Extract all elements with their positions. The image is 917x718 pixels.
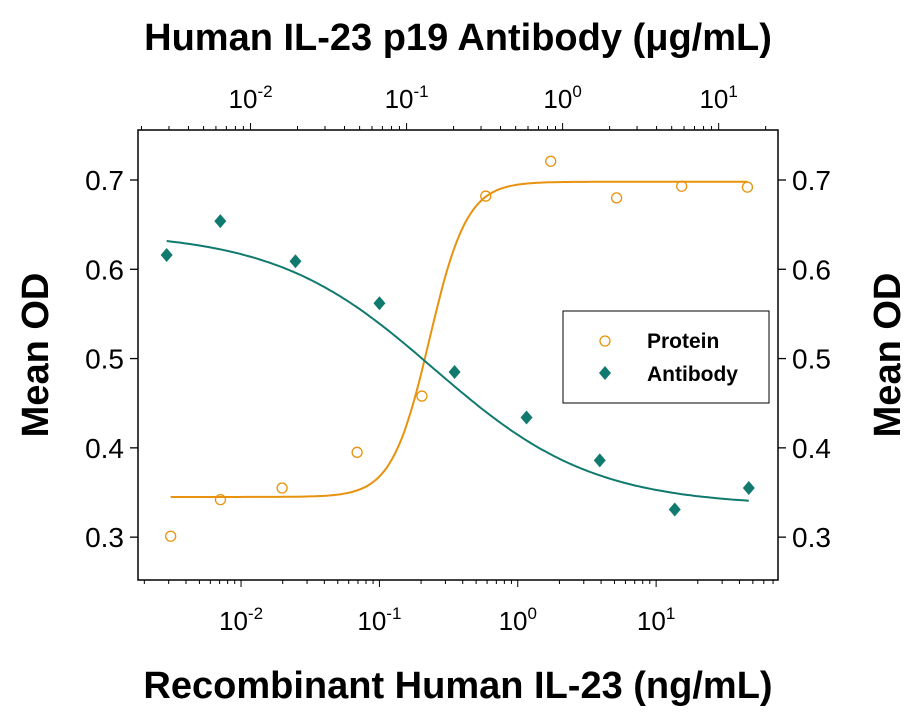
legend-antibody-label: Antibody [647,363,738,386]
protein-fit-curve [170,180,748,498]
protein-point [545,155,557,167]
y-tick-label: 0.3 [85,522,124,553]
y-tick-label: 0.4 [85,433,124,464]
antibody-point [742,481,755,496]
x-axis-label: Recombinant Human IL-23 (ng/mL) [143,665,772,707]
protein-point [416,390,428,402]
legend-protein-label: Protein [647,330,719,353]
chart-title: Human IL-23 p19 Antibody (μg/mL) [144,17,772,59]
protein-point [214,493,227,506]
top-x-tick-label: 10-2 [229,82,273,114]
antibody-point [448,364,461,379]
y2-tick-label: 0.7 [792,165,831,196]
antibody-point [289,254,302,269]
antibody-point [668,502,681,517]
legend-box [562,310,770,404]
y2-tick-label: 0.4 [792,433,831,464]
protein-point [741,181,754,193]
y2-axis-label: Mean OD [867,273,909,438]
protein-point [276,482,288,494]
y-axis-label: Mean OD [15,273,57,438]
antibody-point [593,453,606,468]
bottom-x-tick-label: 10-1 [357,604,401,636]
plot-frame [137,129,779,581]
antibody-fit-curve [166,240,749,502]
legend: Protein Antibody [562,310,770,404]
y-tick-label: 0.6 [85,254,124,285]
antibody-point [520,410,533,425]
legend-protein-marker [599,335,611,347]
top-x-tick-label: 10-1 [385,82,429,114]
top-x-tick-label: 101 [699,82,737,114]
y-tick-label: 0.5 [85,344,124,375]
legend-antibody-marker [599,366,611,380]
protein-point [676,180,688,192]
y2-tick-label: 0.6 [792,254,831,285]
protein-point [480,190,492,202]
bottom-x-tick-label: 100 [499,604,537,636]
protein-point [351,446,363,458]
top-x-tick-label: 100 [543,82,581,114]
protein-point [610,192,623,204]
y2-tick-label: 0.3 [792,522,831,553]
antibody-point [160,248,173,262]
bottom-x-tick-label: 101 [637,604,675,636]
y-tick-label: 0.7 [85,165,124,196]
antibody-point [214,214,227,229]
bottom-x-tick-label: 10-2 [219,604,263,636]
antibody-point [373,296,386,311]
y2-tick-label: 0.5 [792,344,831,375]
protein-point [165,530,177,542]
